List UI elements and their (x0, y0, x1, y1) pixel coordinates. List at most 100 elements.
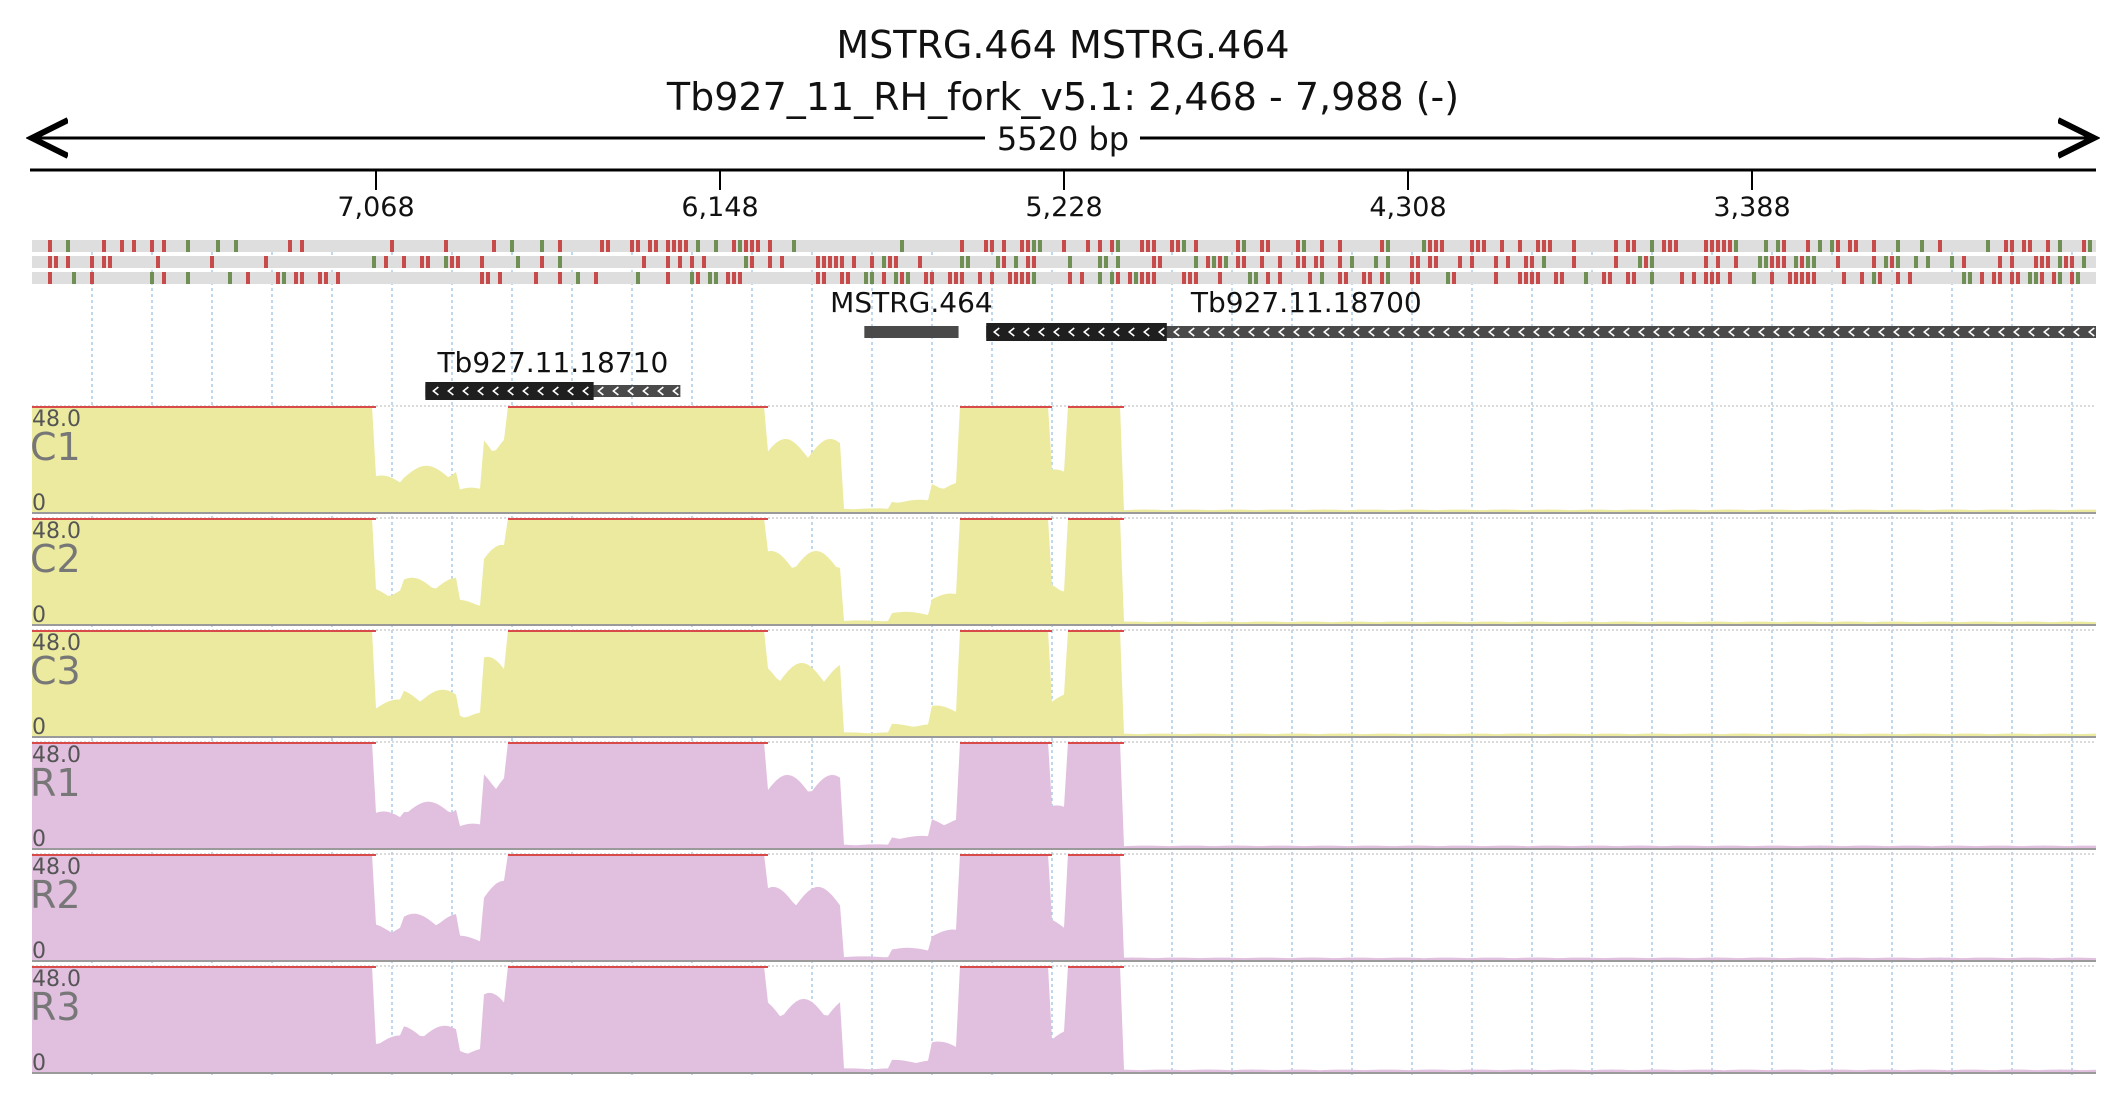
variant-mark[interactable] (1140, 240, 1144, 252)
variant-mark[interactable] (1842, 272, 1846, 284)
variant-mark[interactable] (1968, 272, 1972, 284)
variant-mark[interactable] (294, 272, 298, 284)
variant-track[interactable] (32, 240, 2096, 284)
variant-mark[interactable] (1542, 240, 1546, 252)
variant-mark[interactable] (1680, 272, 1684, 284)
variant-mark[interactable] (1218, 256, 1222, 268)
variant-mark[interactable] (1338, 272, 1342, 284)
variant-mark[interactable] (1176, 240, 1180, 252)
variant-mark[interactable] (48, 256, 52, 268)
variant-mark[interactable] (1782, 256, 1786, 268)
variant-mark[interactable] (444, 256, 448, 268)
variant-mark[interactable] (1146, 240, 1150, 252)
variant-mark[interactable] (1440, 240, 1444, 252)
variant-mark[interactable] (1800, 256, 1804, 268)
variant-mark[interactable] (498, 272, 502, 284)
variant-mark[interactable] (900, 272, 904, 284)
variant-mark[interactable] (666, 256, 670, 268)
variant-mark[interactable] (1506, 256, 1510, 268)
variant-mark[interactable] (1014, 256, 1018, 268)
variant-mark[interactable] (1068, 256, 1072, 268)
variant-mark[interactable] (1428, 256, 1432, 268)
variant-mark[interactable] (960, 272, 964, 284)
variant-mark[interactable] (234, 240, 238, 252)
variant-mark[interactable] (1098, 272, 1102, 284)
variant-mark[interactable] (1218, 272, 1222, 284)
variant-mark[interactable] (1632, 272, 1636, 284)
variant-mark[interactable] (2028, 240, 2032, 252)
variant-mark[interactable] (1470, 256, 1474, 268)
variant-mark[interactable] (840, 256, 844, 268)
variant-mark[interactable] (882, 272, 886, 284)
variant-mark[interactable] (726, 272, 730, 284)
variant-mark[interactable] (1716, 256, 1720, 268)
variant-mark[interactable] (690, 256, 694, 268)
variant-mark[interactable] (48, 272, 52, 284)
variant-mark[interactable] (1134, 272, 1138, 284)
variant-mark[interactable] (1986, 240, 1990, 252)
variant-mark[interactable] (648, 240, 652, 252)
variant-mark[interactable] (1716, 240, 1720, 252)
variant-mark[interactable] (1518, 272, 1522, 284)
variant-mark[interactable] (162, 272, 166, 284)
variant-mark[interactable] (1872, 272, 1876, 284)
variant-mark[interactable] (1344, 272, 1348, 284)
variant-mark[interactable] (1776, 256, 1780, 268)
variant-mark[interactable] (1854, 240, 1858, 252)
gene-tb927-11-18710[interactable]: Tb927.11.18710 (425, 346, 681, 400)
variant-mark[interactable] (2052, 272, 2056, 284)
variant-mark[interactable] (534, 272, 538, 284)
variant-mark[interactable] (2070, 256, 2074, 268)
variant-mark[interactable] (162, 240, 166, 252)
variant-mark[interactable] (1380, 272, 1384, 284)
variant-mark[interactable] (540, 256, 544, 268)
variant-mark[interactable] (894, 272, 898, 284)
variant-mark[interactable] (1536, 240, 1540, 252)
variant-mark[interactable] (384, 256, 388, 268)
variant-mark[interactable] (1236, 240, 1240, 252)
variant-mark[interactable] (2088, 240, 2092, 252)
variant-mark[interactable] (1236, 256, 1240, 268)
variant-mark[interactable] (1446, 272, 1450, 284)
variant-mark[interactable] (1764, 240, 1768, 252)
variant-mark[interactable] (1098, 256, 1102, 268)
variant-mark[interactable] (2082, 240, 2086, 252)
variant-mark[interactable] (1518, 240, 1522, 252)
variant-mark[interactable] (990, 272, 994, 284)
variant-mark[interactable] (1998, 272, 2002, 284)
variant-mark[interactable] (1632, 240, 1636, 252)
variant-mark[interactable] (1836, 256, 1840, 268)
variant-mark[interactable] (1434, 256, 1438, 268)
variant-mark[interactable] (264, 256, 268, 268)
variant-mark[interactable] (1722, 240, 1726, 252)
variant-mark[interactable] (1182, 272, 1186, 284)
variant-mark[interactable] (864, 272, 868, 284)
variant-mark[interactable] (1938, 240, 1942, 252)
variant-mark[interactable] (714, 240, 718, 252)
variant-mark[interactable] (1458, 256, 1462, 268)
variant-mark[interactable] (714, 272, 718, 284)
variant-mark[interactable] (1032, 240, 1036, 252)
variant-mark[interactable] (72, 272, 76, 284)
variant-mark[interactable] (666, 240, 670, 252)
variant-mark[interactable] (1386, 256, 1390, 268)
variant-mark[interactable] (420, 256, 424, 268)
variant-mark[interactable] (456, 256, 460, 268)
variant-mark[interactable] (450, 256, 454, 268)
variant-mark[interactable] (882, 256, 886, 268)
variant-mark[interactable] (1614, 240, 1618, 252)
variant-mark[interactable] (966, 256, 970, 268)
variant-mark[interactable] (1872, 256, 1876, 268)
variant-mark[interactable] (1794, 272, 1798, 284)
variant-mark[interactable] (2046, 256, 2050, 268)
variant-mark[interactable] (960, 256, 964, 268)
variant-mark[interactable] (1002, 240, 1006, 252)
variant-mark[interactable] (750, 240, 754, 252)
variant-mark[interactable] (1626, 272, 1630, 284)
variant-mark[interactable] (630, 240, 634, 252)
variant-mark[interactable] (1890, 256, 1894, 268)
variant-mark[interactable] (1650, 240, 1654, 252)
variant-mark[interactable] (1800, 272, 1804, 284)
variant-mark[interactable] (732, 240, 736, 252)
variant-mark[interactable] (1584, 272, 1588, 284)
